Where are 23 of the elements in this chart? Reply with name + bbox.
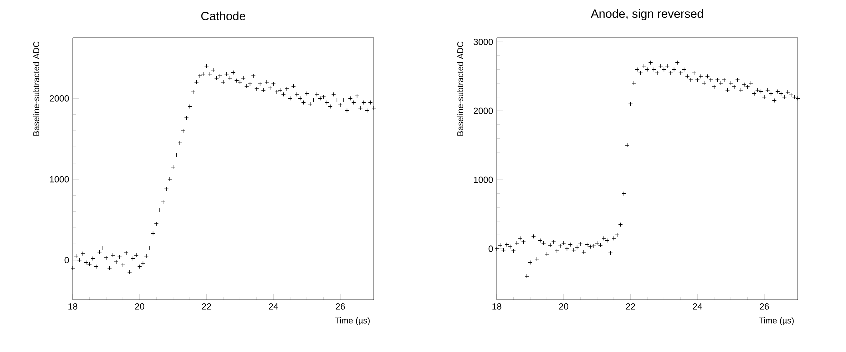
x-tick-label: 26 <box>760 304 770 310</box>
y-axis-title: Baseline-subtracted ADC <box>33 42 40 136</box>
x-tick-label: 26 <box>336 304 346 310</box>
x-tick-label: 22 <box>202 304 212 310</box>
y-tick-label: 3000 <box>474 38 494 46</box>
y-tick-label: 2000 <box>474 108 494 114</box>
x-tick-label: 24 <box>269 304 278 310</box>
x-axis-title: Time (µs) <box>759 318 794 326</box>
x-tick-label: 24 <box>693 304 702 310</box>
y-tick-label: 2000 <box>50 95 70 102</box>
x-axis-title: Time (µs) <box>335 318 370 326</box>
chart-title: Anode, sign reversed <box>591 9 704 21</box>
chart-title: Cathode <box>202 12 246 20</box>
y-axis-title: Baseline-subtracted ADC <box>457 42 464 136</box>
x-tick-label: 20 <box>559 304 569 310</box>
x-tick-label: 18 <box>68 304 78 310</box>
y-tick-label: 1000 <box>474 176 494 184</box>
x-tick-label: 22 <box>626 304 636 310</box>
y-tick-label: 0 <box>488 246 494 252</box>
y-tick-label: 1000 <box>50 176 70 183</box>
x-tick-label: 20 <box>135 304 145 310</box>
y-tick-label: 0 <box>64 257 70 264</box>
x-tick-label: 18 <box>492 304 502 310</box>
